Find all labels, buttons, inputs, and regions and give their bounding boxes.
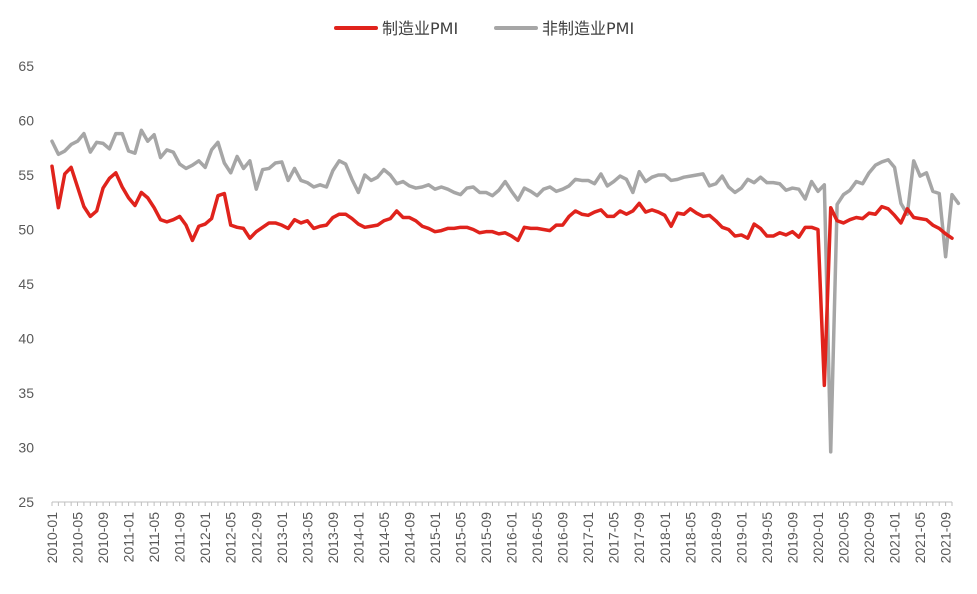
x-tick-label: 2020-09 [861, 512, 877, 564]
x-tick-label: 2017-09 [631, 512, 647, 564]
y-tick-label: 45 [18, 276, 34, 292]
x-tick-label: 2021-01 [887, 512, 903, 564]
x-tick-label: 2011-09 [172, 512, 188, 563]
y-tick-label: 35 [18, 385, 34, 401]
x-tick-label: 2010-05 [70, 512, 86, 564]
x-tick-label: 2013-01 [274, 512, 290, 564]
x-tick-label: 2017-01 [580, 512, 596, 564]
x-tick-label: 2011-01 [121, 512, 137, 563]
y-tick-label: 60 [18, 113, 34, 129]
x-tick-label: 2021-09 [938, 512, 954, 564]
y-tick-label: 25 [18, 494, 34, 510]
x-tick-label: 2016-09 [555, 512, 571, 564]
x-tick-label: 2012-01 [197, 512, 213, 564]
legend-label: 制造业PMI [382, 19, 458, 38]
x-tick-label: 2016-05 [529, 512, 545, 564]
x-tick-label: 2014-01 [350, 512, 366, 564]
legend: 制造业PMI 非制造业PMI [334, 19, 634, 38]
legend-label: 非制造业PMI [542, 19, 634, 38]
x-tick-label: 2010-01 [44, 512, 60, 564]
y-tick-label: 65 [18, 58, 34, 74]
x-tick-label: 2012-09 [248, 512, 264, 564]
x-tick-label: 2011-05 [146, 512, 162, 563]
x-tick-label: 2016-01 [504, 512, 520, 564]
x-tick-label: 2013-05 [299, 512, 315, 564]
x-tick-label: 2010-09 [95, 512, 111, 564]
x-axis: 2010-01 2010-05 2010-09 2011-01 2011-05 2011-… [44, 501, 954, 564]
x-tick-label: 2015-01 [427, 512, 443, 564]
y-axis: 25 30 35 40 45 50 55 60 65 [18, 58, 34, 510]
series-line-manufacturing [50, 164, 954, 388]
x-tick-label: 2014-05 [376, 512, 392, 564]
x-tick-label: 2012-05 [223, 512, 239, 564]
x-tick-label: 2021-05 [912, 512, 928, 564]
x-tick-label: 2018-09 [708, 512, 724, 564]
series-layer [50, 128, 961, 454]
x-tick-label: 2018-05 [682, 512, 698, 564]
series-line-non-manufacturing [50, 128, 961, 454]
y-tick-label: 50 [18, 222, 34, 238]
x-tick-label: 2019-05 [759, 512, 775, 564]
x-tick-label: 2019-09 [784, 512, 800, 564]
x-tick-label: 2014-09 [401, 512, 417, 564]
y-tick-label: 40 [18, 331, 34, 347]
x-tick-label: 2013-09 [325, 512, 341, 564]
x-tick-label: 2015-09 [478, 512, 494, 564]
x-tick-label: 2019-01 [733, 512, 749, 564]
x-tick-label: 2018-01 [657, 512, 673, 564]
x-tick-label: 2020-05 [835, 512, 851, 564]
x-tick-label: 2017-05 [606, 512, 622, 564]
x-tick-label: 2020-01 [810, 512, 826, 564]
x-tick-label: 2015-05 [453, 512, 469, 564]
y-tick-label: 55 [18, 167, 34, 183]
y-tick-label: 30 [18, 440, 34, 456]
